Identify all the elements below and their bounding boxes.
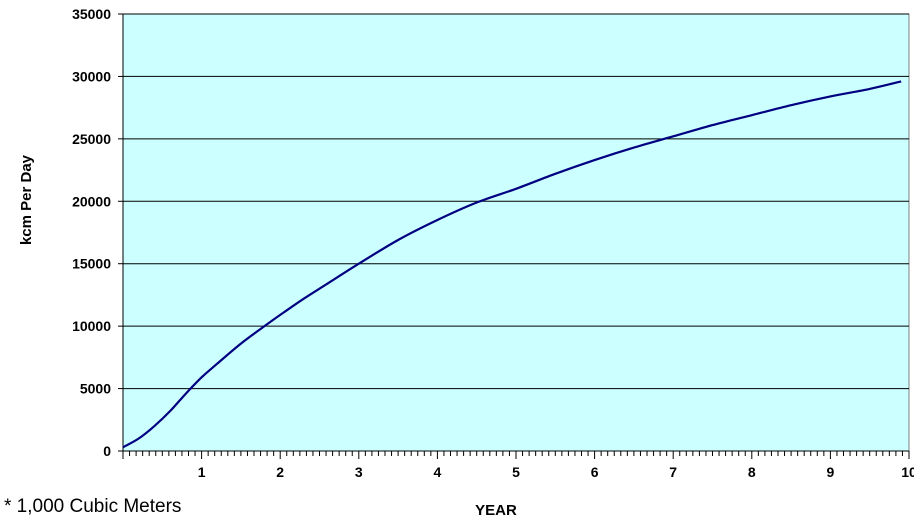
x-tick-labels: 1 2 3 4 5 6 7 8 9 10 bbox=[198, 464, 914, 480]
y-tick-label: 30000 bbox=[72, 68, 111, 84]
x-tick-label: 9 bbox=[827, 464, 835, 480]
plot-area bbox=[122, 13, 910, 452]
y-tick-label: 5000 bbox=[80, 381, 111, 397]
y-tick-label: 10000 bbox=[72, 318, 111, 334]
y-tick-label: 15000 bbox=[72, 256, 111, 272]
x-tick-label: 7 bbox=[669, 464, 677, 480]
x-tick-label: 5 bbox=[512, 464, 520, 480]
x-tick-label: 3 bbox=[355, 464, 363, 480]
y-axis-title: kcm Per Day bbox=[18, 154, 35, 245]
y-tick-labels: 0 5000 10000 15000 20000 25000 30000 35000 bbox=[72, 6, 111, 459]
x-tick-label: 1 bbox=[198, 464, 206, 480]
footnote: * 1,000 Cubic Meters bbox=[4, 496, 182, 517]
x-tick-label: 2 bbox=[276, 464, 284, 480]
x-tick-label: 10 bbox=[901, 464, 914, 480]
x-tick-label: 4 bbox=[434, 464, 442, 480]
x-tick-label: 8 bbox=[748, 464, 756, 480]
axes bbox=[118, 13, 910, 459]
y-tick-label: 20000 bbox=[72, 193, 111, 209]
series-line bbox=[122, 80, 902, 449]
grid-lines bbox=[123, 13, 909, 390]
data-series bbox=[122, 80, 902, 449]
y-tick-label: 0 bbox=[103, 443, 111, 459]
x-axis-title: YEAR bbox=[475, 502, 517, 519]
x-tick-label: 6 bbox=[591, 464, 599, 480]
y-tick-label: 35000 bbox=[72, 6, 111, 22]
y-tick-label: 25000 bbox=[72, 131, 111, 147]
